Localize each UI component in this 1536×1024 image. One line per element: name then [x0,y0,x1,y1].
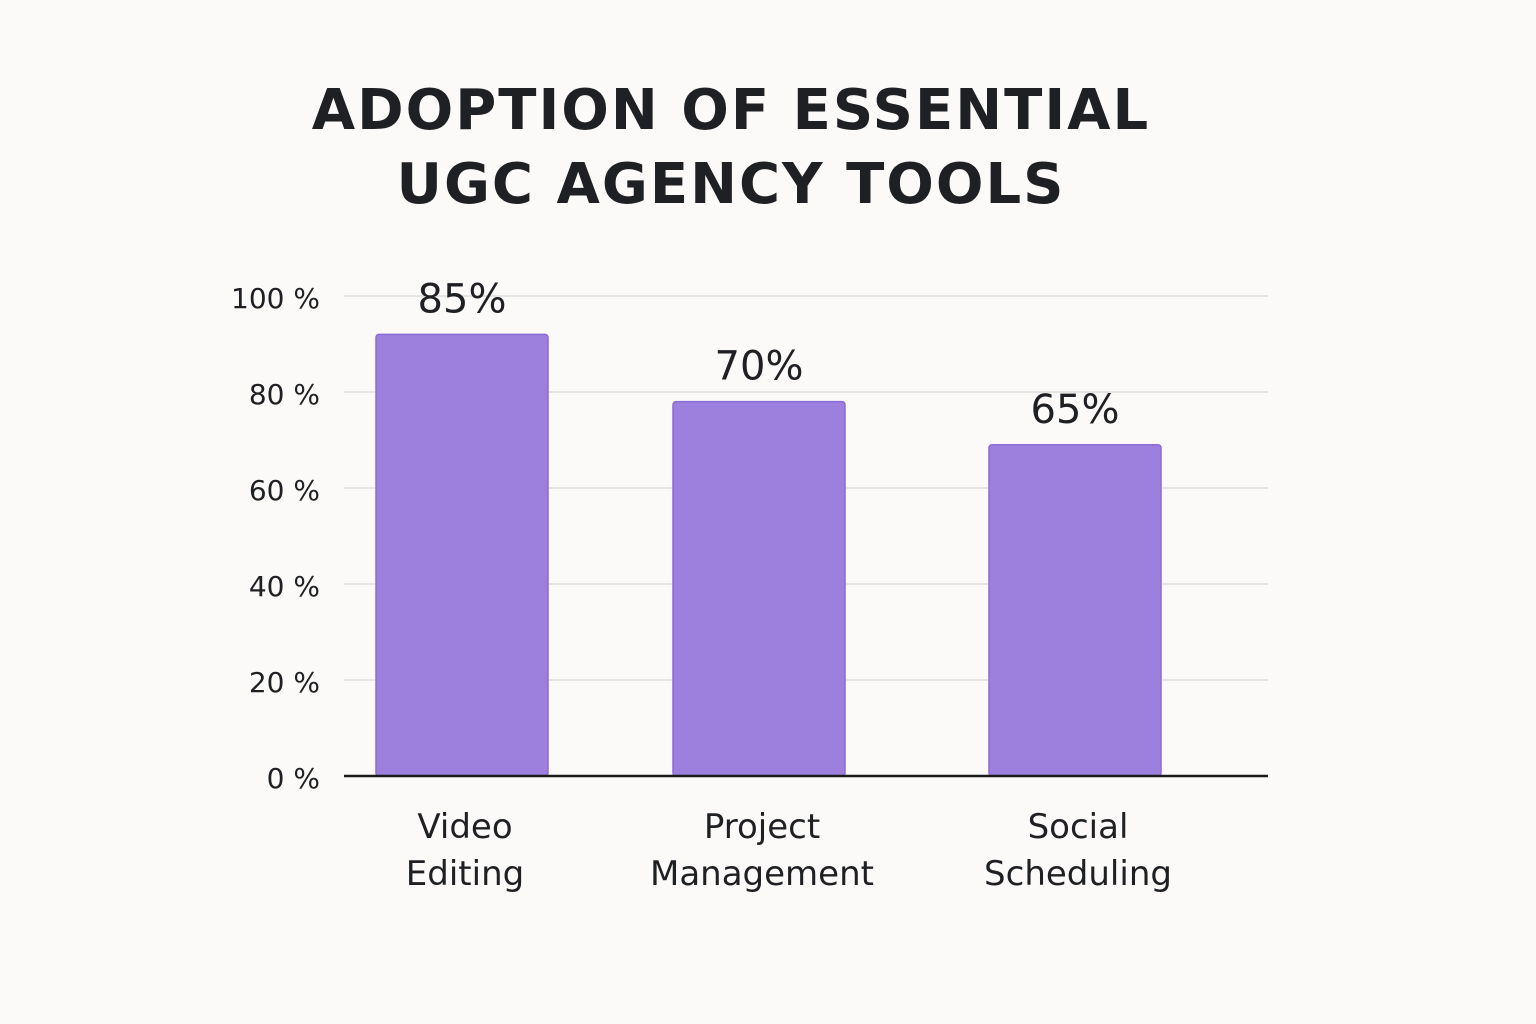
chart-title-line-2: UGC AGENCY TOOLS [396,152,1066,217]
y-tick-label: 100 % [231,282,320,315]
chart-title-line-1: ADOPTION OF ESSENTIAL [311,78,1151,143]
x-category-label: Social [1028,807,1129,847]
bar-value-label: 85% [418,276,507,322]
x-category-label: Management [650,854,874,894]
y-tick-label: 60 % [249,474,320,507]
bar-0 [375,333,549,777]
bar-1 [672,400,846,777]
x-category-label: Scheduling [984,854,1172,894]
y-tick-label: 20 % [249,666,320,699]
bar-2 [988,444,1162,777]
y-tick-label: 40 % [249,570,320,603]
y-tick-label: 80 % [249,378,320,411]
x-category-label: Video [417,807,512,847]
x-category-label: Project [704,807,820,847]
chart-title: ADOPTION OF ESSENTIAL UGC AGENCY TOOLS [0,74,1462,222]
y-tick-label: 0 % [267,762,320,795]
bar-value-label: 65% [1031,387,1120,433]
x-category-label: Editing [406,854,524,894]
bar-value-label: 70% [715,344,804,390]
